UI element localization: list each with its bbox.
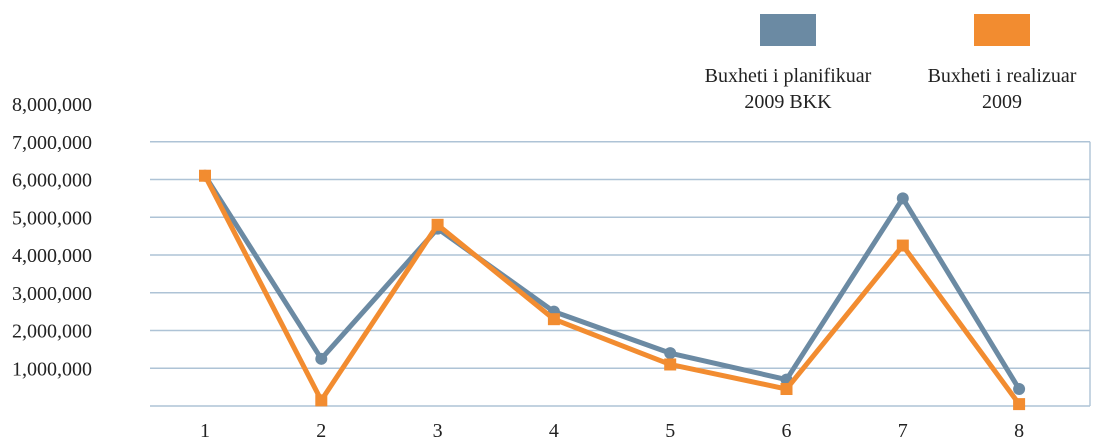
data-point (199, 169, 211, 182)
legend-swatch (974, 14, 1030, 46)
y-tick-label: 6,000,000 (12, 170, 92, 192)
data-point (664, 347, 677, 360)
x-tick-label: 3 (433, 420, 443, 442)
y-tick-label: 1,000,000 (12, 358, 92, 380)
y-axis-tick-labels: 1,000,000 2,000,000 3,000,000 4,000,000 5,00… (12, 94, 92, 380)
legend-item-2: Buxheti i realizuar 2009 (928, 14, 1077, 113)
x-tick-label: 6 (782, 420, 792, 442)
series-line (202, 174, 1022, 406)
x-tick-label: 7 (898, 420, 908, 442)
y-tick-label: 3,000,000 (12, 283, 92, 305)
y-tick-label: 5,000,000 (12, 207, 92, 229)
x-tick-label: 5 (665, 420, 675, 442)
legend: Buxheti i planifikuar 2009 BKK Buxheti i r… (705, 14, 1077, 113)
data-point (1013, 398, 1026, 411)
data-point (315, 352, 328, 365)
series-2 (199, 169, 1026, 411)
series-line (202, 174, 1022, 391)
legend-label-line: Buxheti i planifikuar (705, 65, 872, 87)
x-axis-tick-labels: 1 2 3 4 5 6 7 8 (200, 420, 1024, 442)
data-point (896, 192, 909, 205)
x-tick-label: 4 (549, 420, 559, 442)
legend-label-line: Buxheti i realizuar (928, 65, 1077, 87)
data-point (315, 394, 328, 407)
y-tick-label: 4,000,000 (12, 245, 92, 267)
data-point (431, 218, 444, 231)
legend-label-line: 2009 BKK (744, 91, 832, 113)
x-tick-label: 8 (1014, 420, 1024, 442)
data-point (1013, 383, 1026, 396)
legend-label-line: 2009 (982, 91, 1022, 113)
data-point (780, 383, 793, 396)
data-point (896, 239, 909, 252)
series-layer (199, 169, 1026, 411)
y-tick-label: 7,000,000 (12, 132, 92, 154)
y-tick-label: 2,000,000 (12, 321, 92, 343)
legend-item-1: Buxheti i planifikuar 2009 BKK (705, 14, 872, 113)
x-tick-label: 1 (200, 420, 210, 442)
series-1 (199, 169, 1026, 396)
x-tick-label: 2 (316, 420, 326, 442)
legend-label: Buxheti i planifikuar 2009 BKK (705, 65, 872, 113)
legend-label: Buxheti i realizuar 2009 (928, 65, 1077, 113)
data-point (664, 358, 677, 371)
y-tick-label: 8,000,000 (12, 94, 92, 116)
data-point (547, 313, 560, 326)
legend-swatch (760, 14, 816, 46)
